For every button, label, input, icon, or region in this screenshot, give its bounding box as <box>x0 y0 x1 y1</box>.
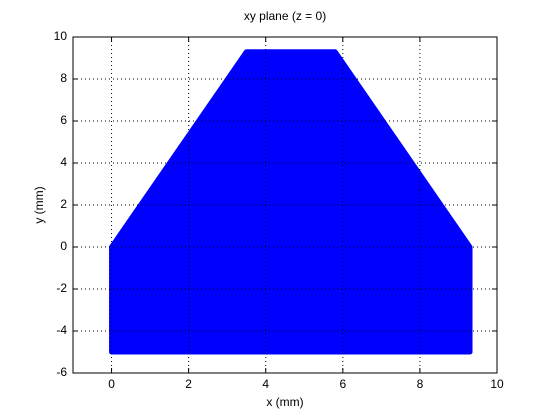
x-tick-label: 10 <box>490 377 504 391</box>
x-tick-label: 0 <box>108 377 115 391</box>
y-tick-label: -2 <box>56 281 67 295</box>
chart-title: xy plane (z = 0) <box>244 9 326 23</box>
y-axis-label: y (mm) <box>32 186 46 223</box>
y-tick-label: 4 <box>60 155 67 169</box>
y-tick-label: -4 <box>56 323 67 337</box>
y-tick-label: 0 <box>60 239 67 253</box>
y-tick-label: 8 <box>60 71 67 85</box>
x-tick-label: 2 <box>185 377 192 391</box>
x-tick-label: 6 <box>339 377 346 391</box>
data-region <box>109 49 473 355</box>
y-tick-label: 2 <box>60 197 67 211</box>
y-tick-label: 10 <box>54 29 68 43</box>
plot-frame <box>72 36 498 374</box>
x-axis-label: x (mm) <box>266 395 303 409</box>
x-tick-label: 4 <box>262 377 269 391</box>
y-tick-label: -6 <box>56 365 67 379</box>
x-tick-label: 8 <box>417 377 424 391</box>
y-tick-label: 6 <box>60 113 67 127</box>
